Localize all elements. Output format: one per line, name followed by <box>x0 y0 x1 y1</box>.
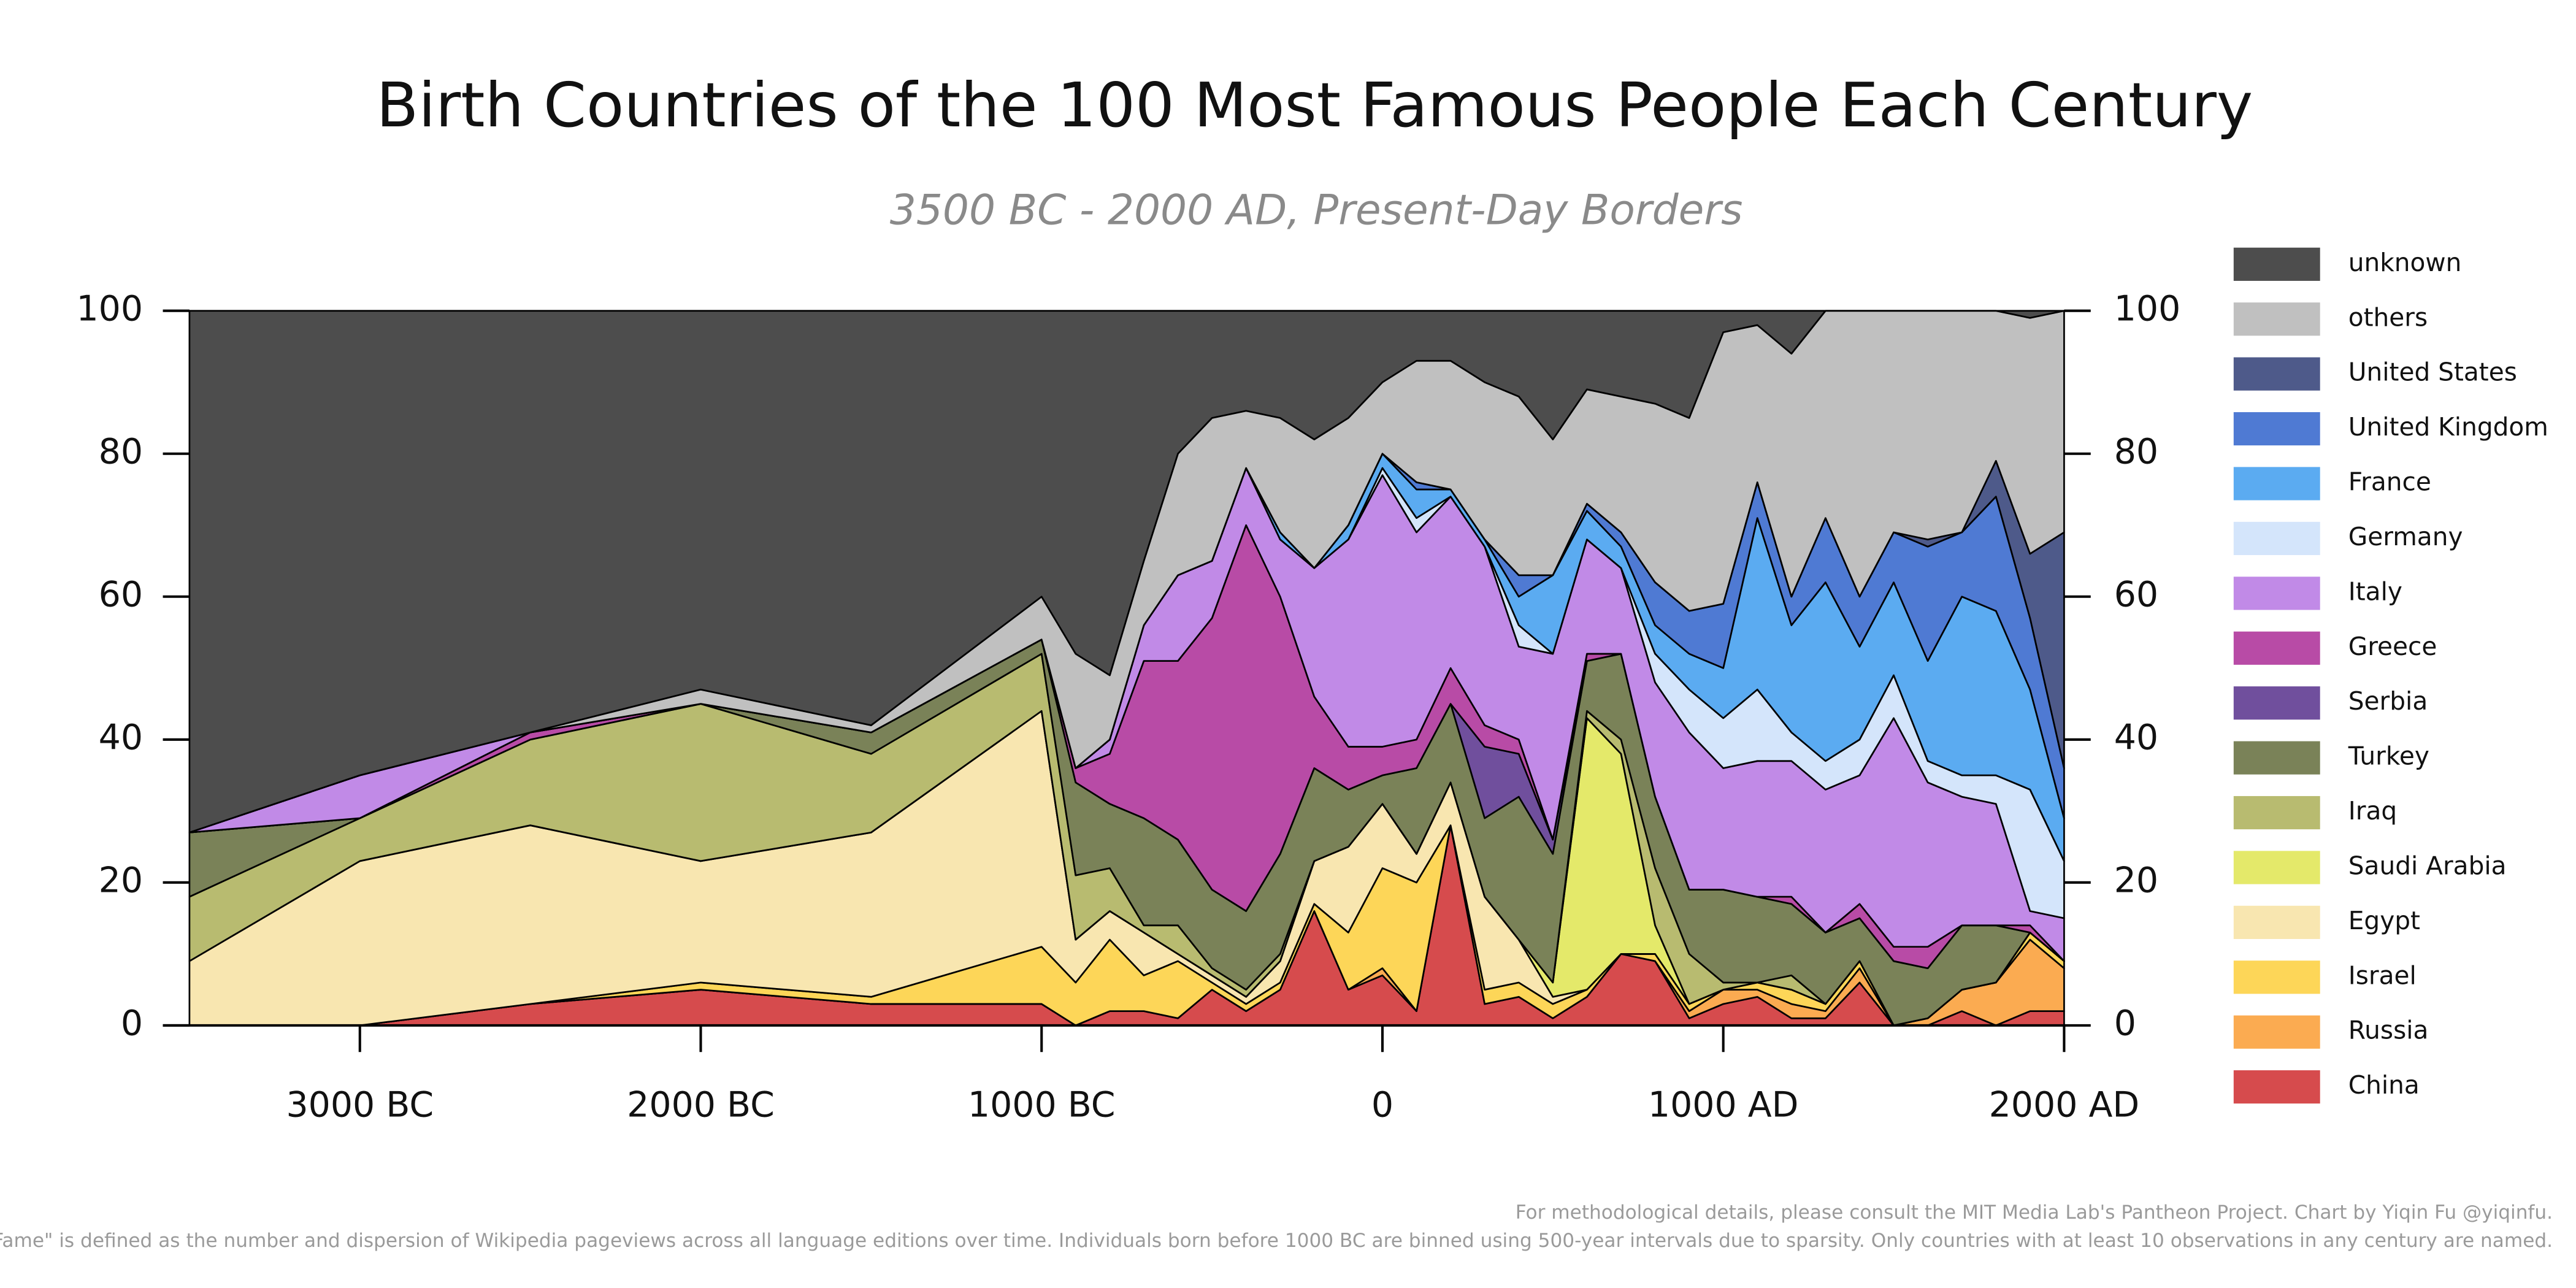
legend-label: United States <box>2348 358 2517 387</box>
footnote: For methodological details, please consu… <box>1516 1202 2553 1224</box>
y-tick-label: 80 <box>2114 431 2158 472</box>
x-tick-label: 2000 AD <box>1989 1084 2140 1125</box>
y-tick-label: 100 <box>76 288 143 329</box>
chart-title: Birth Countries of the 100 Most Famous P… <box>376 69 2253 141</box>
y-tick-label: 60 <box>2114 574 2158 615</box>
legend-swatch <box>2233 905 2320 939</box>
y-tick-label: 40 <box>2114 717 2158 757</box>
legend-label: Italy <box>2348 577 2402 606</box>
legend-swatch <box>2233 302 2320 336</box>
legend-swatch <box>2233 357 2320 391</box>
legend-label: Turkey <box>2348 742 2429 771</box>
legend-swatch <box>2233 741 2320 775</box>
legend-label: others <box>2348 302 2428 332</box>
legend-swatch <box>2233 851 2320 884</box>
legend-label: Saudi Arabia <box>2348 851 2507 880</box>
y-tick-label: 80 <box>99 431 143 472</box>
y-tick-label: 60 <box>99 574 143 615</box>
x-tick-label: 1000 AD <box>1648 1084 1799 1125</box>
x-tick-label: 3000 BC <box>286 1084 434 1125</box>
legend-label: China <box>2348 1070 2420 1100</box>
x-tick-label: 0 <box>1371 1084 1393 1125</box>
area <box>188 310 2065 834</box>
legend-swatch <box>2233 247 2320 281</box>
legend-label: Germany <box>2348 522 2463 551</box>
legend-label: Egypt <box>2348 906 2420 935</box>
legend-swatch <box>2233 577 2320 610</box>
legend-label: unknown <box>2348 248 2462 277</box>
legend-swatch <box>2233 686 2320 720</box>
legend-swatch <box>2233 1070 2320 1104</box>
legend-swatch <box>2233 795 2320 830</box>
y-tick-label: 20 <box>99 860 143 900</box>
x-tick-label: 2000 BC <box>627 1084 775 1125</box>
legend-label: Israel <box>2348 960 2417 990</box>
y-tick-label: 20 <box>2114 860 2158 900</box>
legend-swatch <box>2233 467 2320 500</box>
legend-label: France <box>2348 467 2431 497</box>
legend-label: Russia <box>2348 1016 2429 1045</box>
legend-swatch <box>2233 631 2320 665</box>
x-tick-label: 1000 BC <box>968 1084 1116 1125</box>
footnote: "Fame" is defined as the number and disp… <box>0 1230 2553 1252</box>
legend-label: Greece <box>2348 632 2437 661</box>
y-tick-label: 0 <box>2114 1003 2136 1043</box>
legend-swatch <box>2233 521 2320 556</box>
legend-label: United Kingdom <box>2348 412 2548 442</box>
legend-swatch <box>2233 960 2320 994</box>
y-tick-label: 0 <box>121 1003 143 1043</box>
legend-label: Serbia <box>2348 686 2428 716</box>
legend-swatch <box>2233 1015 2320 1049</box>
y-tick-label: 100 <box>2114 288 2181 329</box>
legend-swatch <box>2233 412 2320 446</box>
legend-label: Iraq <box>2348 796 2397 826</box>
chart-subtitle: 3500 BC - 2000 AD, Present-Day Borders <box>890 185 1743 234</box>
y-tick-label: 40 <box>99 717 143 757</box>
